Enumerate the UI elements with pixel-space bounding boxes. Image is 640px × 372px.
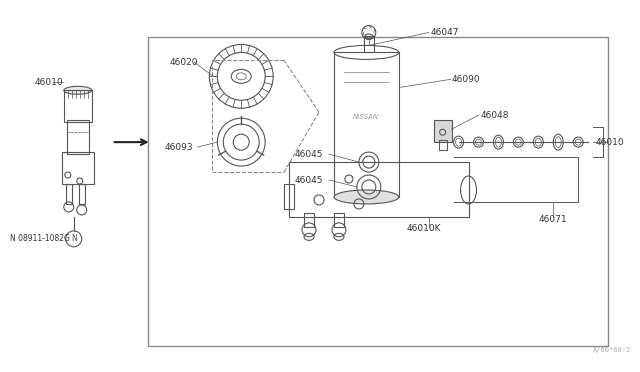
Bar [364, 36, 374, 52]
Text: 46010K: 46010K [407, 224, 441, 233]
Text: 46020: 46020 [170, 58, 198, 67]
Ellipse shape [64, 86, 92, 94]
Text: N 08911-1082G: N 08911-1082G [10, 234, 70, 243]
Bar [289, 162, 468, 217]
Text: 46045: 46045 [294, 150, 323, 158]
Text: A/60*00:3: A/60*00:3 [593, 347, 632, 353]
Text: 46071: 46071 [538, 215, 567, 224]
Text: N: N [71, 234, 77, 243]
Bar [434, 120, 452, 142]
Bar [438, 140, 447, 150]
Text: 46045: 46045 [294, 176, 323, 185]
Text: NISSAN: NISSAN [353, 115, 380, 121]
Bar [66, 184, 72, 204]
Bar [148, 38, 608, 346]
Ellipse shape [334, 190, 399, 204]
Text: 46010: 46010 [35, 78, 63, 87]
Bar [334, 52, 399, 197]
Bar [64, 90, 92, 122]
Text: 46047: 46047 [431, 28, 459, 37]
Bar [67, 120, 89, 154]
Bar [334, 213, 344, 227]
Bar [62, 152, 93, 184]
Circle shape [66, 231, 82, 247]
Text: 46010: 46010 [595, 138, 624, 147]
Text: 46090: 46090 [452, 75, 480, 84]
Text: 46048: 46048 [481, 111, 509, 120]
Bar [79, 184, 84, 204]
Bar [304, 213, 314, 227]
Bar [284, 184, 294, 209]
Text: 46093: 46093 [164, 142, 193, 152]
